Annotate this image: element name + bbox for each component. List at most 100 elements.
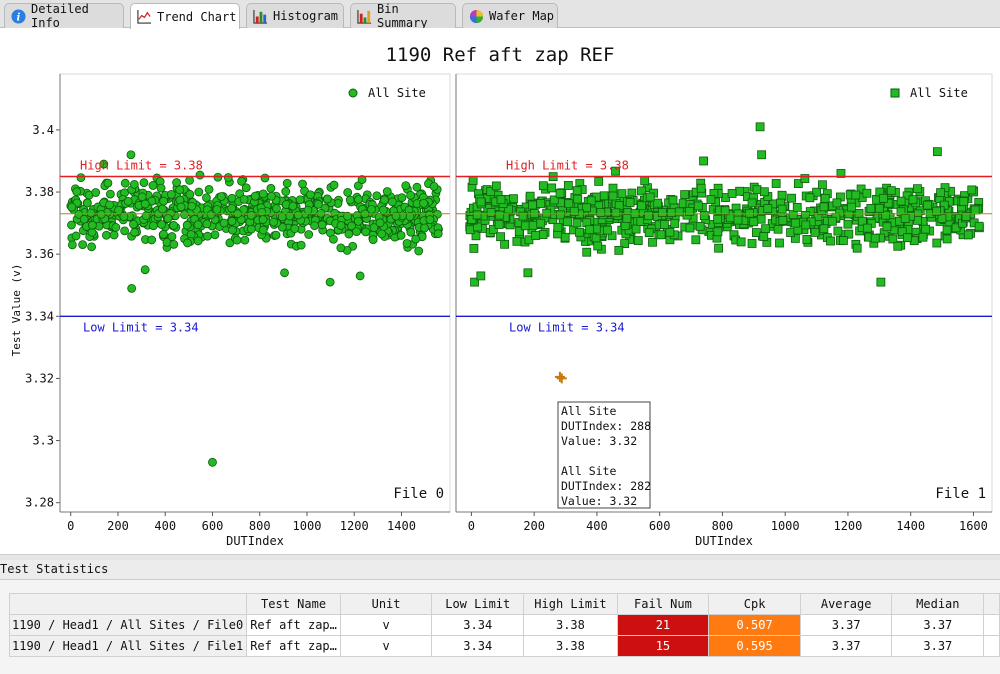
data-point[interactable]: [433, 229, 443, 239]
cell-test-name[interactable]: Ref aft zap…: [246, 635, 341, 657]
data-point[interactable]: [691, 235, 701, 245]
data-point[interactable]: [467, 214, 477, 224]
data-point[interactable]: [310, 221, 319, 230]
data-point[interactable]: [67, 202, 77, 212]
data-point[interactable]: [564, 199, 574, 209]
data-point[interactable]: [563, 217, 572, 227]
data-point[interactable]: [518, 211, 528, 221]
data-point[interactable]: [130, 227, 139, 237]
data-point[interactable]: [775, 238, 784, 248]
data-point[interactable]: [573, 194, 583, 204]
data-point[interactable]: [881, 210, 891, 220]
data-point[interactable]: [514, 227, 524, 236]
data-point[interactable]: [293, 210, 303, 220]
data-point[interactable]: [266, 183, 276, 193]
data-point[interactable]: [759, 187, 769, 197]
data-point[interactable]: [932, 238, 942, 248]
data-point[interactable]: [897, 227, 907, 237]
data-point[interactable]: [258, 225, 268, 235]
column-header[interactable]: Cpk: [708, 593, 801, 615]
data-point[interactable]: [281, 187, 291, 196]
data-point[interactable]: [563, 181, 573, 190]
data-point[interactable]: [169, 239, 179, 249]
data-point[interactable]: [658, 208, 667, 218]
data-point[interactable]: [819, 202, 829, 212]
data-point[interactable]: [317, 220, 327, 230]
data-point[interactable]: [967, 185, 977, 195]
data-point[interactable]: [937, 214, 947, 223]
data-point[interactable]: [486, 208, 496, 217]
data-point[interactable]: [129, 219, 138, 229]
data-point[interactable]: [347, 221, 356, 231]
data-point[interactable]: [246, 224, 256, 234]
data-point[interactable]: [285, 211, 295, 221]
data-point[interactable]: [382, 187, 392, 196]
data-point[interactable]: [862, 223, 872, 233]
data-point[interactable]: [282, 178, 292, 188]
data-point[interactable]: [800, 174, 810, 183]
data-point[interactable]: [120, 226, 130, 236]
data-point[interactable]: [304, 230, 314, 239]
data-point[interactable]: [96, 209, 106, 219]
data-point[interactable]: [223, 173, 233, 182]
data-point[interactable]: [353, 216, 363, 226]
data-point[interactable]: [878, 193, 888, 203]
data-point[interactable]: [239, 194, 249, 204]
data-point[interactable]: [713, 214, 723, 224]
data-point[interactable]: [78, 240, 88, 250]
tab-trend-chart[interactable]: Trend Chart: [130, 3, 240, 29]
data-point[interactable]: [572, 218, 582, 228]
data-point[interactable]: [240, 235, 250, 245]
data-point[interactable]: [882, 222, 892, 232]
data-point[interactable]: [528, 220, 538, 230]
data-point[interactable]: [86, 208, 96, 218]
data-point[interactable]: [210, 230, 220, 240]
data-point[interactable]: [713, 227, 723, 237]
data-point[interactable]: [271, 230, 281, 240]
data-point[interactable]: [280, 268, 289, 278]
data-point[interactable]: [469, 244, 479, 253]
data-point[interactable]: [959, 197, 969, 207]
data-point[interactable]: [755, 122, 765, 132]
data-point[interactable]: [942, 225, 952, 235]
data-point[interactable]: [940, 183, 950, 193]
data-point[interactable]: [176, 202, 186, 212]
data-point[interactable]: [832, 198, 842, 208]
data-point[interactable]: [219, 218, 229, 228]
data-point[interactable]: [387, 197, 397, 207]
data-point[interactable]: [277, 212, 287, 222]
cell-average[interactable]: 3.37: [799, 635, 893, 657]
data-point[interactable]: [756, 214, 766, 224]
data-point[interactable]: [406, 190, 416, 200]
data-point[interactable]: [680, 190, 690, 199]
data-point[interactable]: [839, 236, 848, 245]
data-point[interactable]: [695, 221, 705, 231]
column-header[interactable]: [8, 593, 248, 615]
data-point[interactable]: [272, 204, 281, 213]
data-point[interactable]: [876, 277, 886, 287]
data-point[interactable]: [970, 205, 980, 215]
data-point[interactable]: [961, 212, 971, 221]
data-point[interactable]: [585, 225, 595, 235]
data-point[interactable]: [792, 202, 802, 212]
data-point[interactable]: [866, 203, 876, 213]
data-point[interactable]: [396, 230, 406, 240]
cell-average[interactable]: 3.37: [799, 614, 893, 636]
data-point[interactable]: [665, 227, 675, 237]
data-point[interactable]: [157, 220, 166, 229]
data-point[interactable]: [303, 205, 313, 215]
data-point[interactable]: [886, 186, 896, 196]
data-point[interactable]: [306, 190, 315, 200]
data-point[interactable]: [908, 195, 918, 205]
data-point[interactable]: [631, 224, 641, 234]
data-point[interactable]: [109, 230, 119, 240]
column-header[interactable]: Median: [891, 593, 985, 615]
data-point[interactable]: [420, 223, 429, 233]
data-point[interactable]: [582, 247, 592, 257]
column-header[interactable]: Fail Num: [616, 593, 710, 615]
data-point[interactable]: [149, 221, 158, 231]
data-point[interactable]: [763, 204, 773, 213]
data-point[interactable]: [500, 239, 509, 249]
cell-fail-num[interactable]: 15: [616, 635, 710, 657]
data-point[interactable]: [699, 211, 709, 221]
